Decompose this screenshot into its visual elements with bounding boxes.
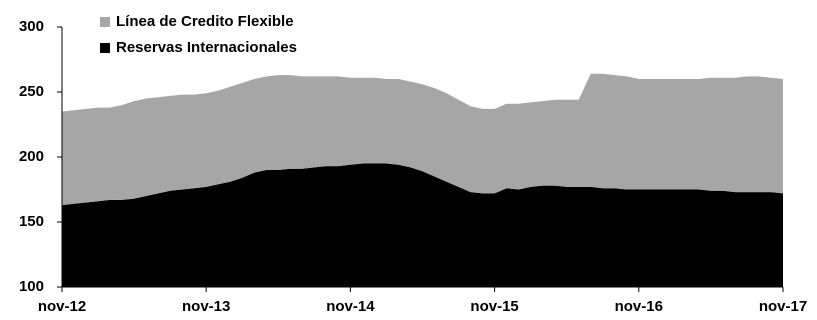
x-tick-label: nov-17 bbox=[759, 298, 807, 315]
x-tick-label: nov-12 bbox=[38, 298, 86, 315]
legend-swatch bbox=[100, 17, 110, 27]
area bbox=[62, 73, 783, 206]
y-tick-label: 300 bbox=[19, 18, 44, 35]
legend-swatch bbox=[100, 43, 110, 53]
x-tick-label: nov-14 bbox=[326, 298, 375, 315]
y-tick-label: 200 bbox=[19, 148, 44, 165]
x-tick-label: nov-16 bbox=[615, 298, 663, 315]
y-tick-label: 150 bbox=[19, 213, 44, 230]
y-tick-label: 250 bbox=[19, 83, 44, 100]
x-tick-label: nov-15 bbox=[470, 298, 518, 315]
legend-label: Línea de Credito Flexible bbox=[116, 13, 294, 30]
y-tick-label: 100 bbox=[19, 278, 44, 295]
x-tick-label: nov-13 bbox=[182, 298, 230, 315]
legend-label: Reservas Internacionales bbox=[116, 39, 297, 56]
legend: Línea de Credito Flexible Reservas Intern… bbox=[100, 13, 297, 56]
area bbox=[62, 163, 783, 287]
